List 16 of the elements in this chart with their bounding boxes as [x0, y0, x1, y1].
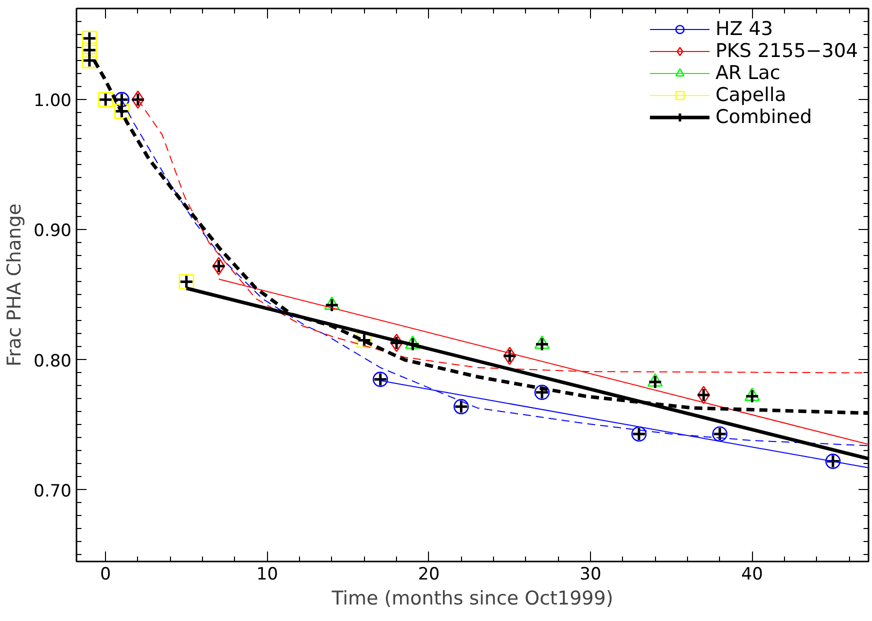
x-tick-label: 10	[256, 564, 278, 584]
x-axis-title: Time (months since Oct1999)	[330, 588, 614, 610]
x-tick-label: 40	[741, 564, 763, 584]
legend-label: Capella	[715, 84, 786, 106]
y-tick-label: 0.70	[34, 481, 72, 502]
legend-label: Combined	[715, 106, 812, 128]
y-tick-label: 0.80	[34, 351, 72, 372]
y-tick-label: 1.00	[34, 91, 72, 112]
legend-label: AR Lac	[715, 62, 780, 84]
legend-label: HZ 43	[715, 18, 773, 40]
y-tick-label: 0.90	[34, 221, 72, 242]
x-tick-label: 30	[580, 564, 602, 584]
x-tick-label: 0	[100, 564, 112, 584]
x-tick-label: 20	[418, 564, 440, 584]
y-axis-title: Frac PHA Change	[4, 203, 26, 367]
legend-label: PKS 2155−304	[715, 40, 858, 62]
